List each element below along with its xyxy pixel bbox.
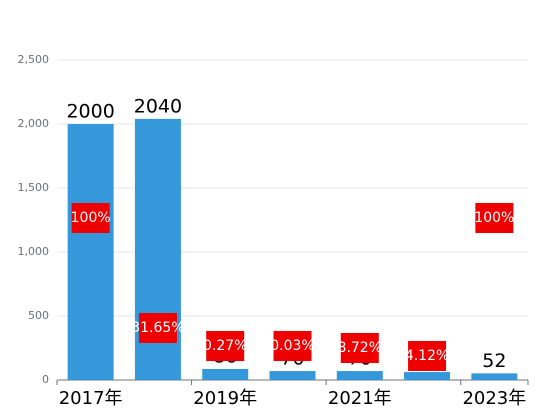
y-tick-label: 500 <box>28 309 49 322</box>
y-tick-label: 1,000 <box>18 245 50 258</box>
value-label: 2040 <box>134 95 182 117</box>
x-tick-label: 2019年 <box>193 388 257 409</box>
bar <box>269 371 316 380</box>
annotation-box <box>475 203 514 233</box>
annotation: 100% <box>474 210 514 226</box>
annotation: 4.12% <box>405 348 449 364</box>
value-label: 2000 <box>66 101 114 123</box>
annotation: 8.72% <box>338 340 382 356</box>
annotation-box <box>340 333 379 363</box>
annotation: 31.65% <box>131 320 184 336</box>
annotation-box <box>206 331 245 361</box>
annotation: 0.03% <box>270 338 314 354</box>
bar <box>336 371 383 380</box>
annotation-box <box>71 203 110 233</box>
x-tick-label: 2017年 <box>59 388 123 409</box>
bar <box>471 373 518 380</box>
x-tick-label: 2021年 <box>328 388 392 409</box>
y-tick-label: 1,500 <box>18 181 50 194</box>
x-tick-label: 2023年 <box>462 388 526 409</box>
bar <box>67 124 114 380</box>
annotation: 0.27% <box>203 338 247 354</box>
annotation-box <box>408 341 447 371</box>
bar <box>404 372 451 380</box>
y-tick-label: 2,500 <box>18 53 50 66</box>
y-tick-label: 0 <box>42 373 49 386</box>
annotation-box <box>273 331 312 361</box>
annotation-box <box>138 313 177 343</box>
annotation: 100% <box>71 210 111 226</box>
value-label: 52 <box>482 350 506 372</box>
y-tick-label: 2,000 <box>18 117 50 130</box>
bar <box>202 368 249 380</box>
